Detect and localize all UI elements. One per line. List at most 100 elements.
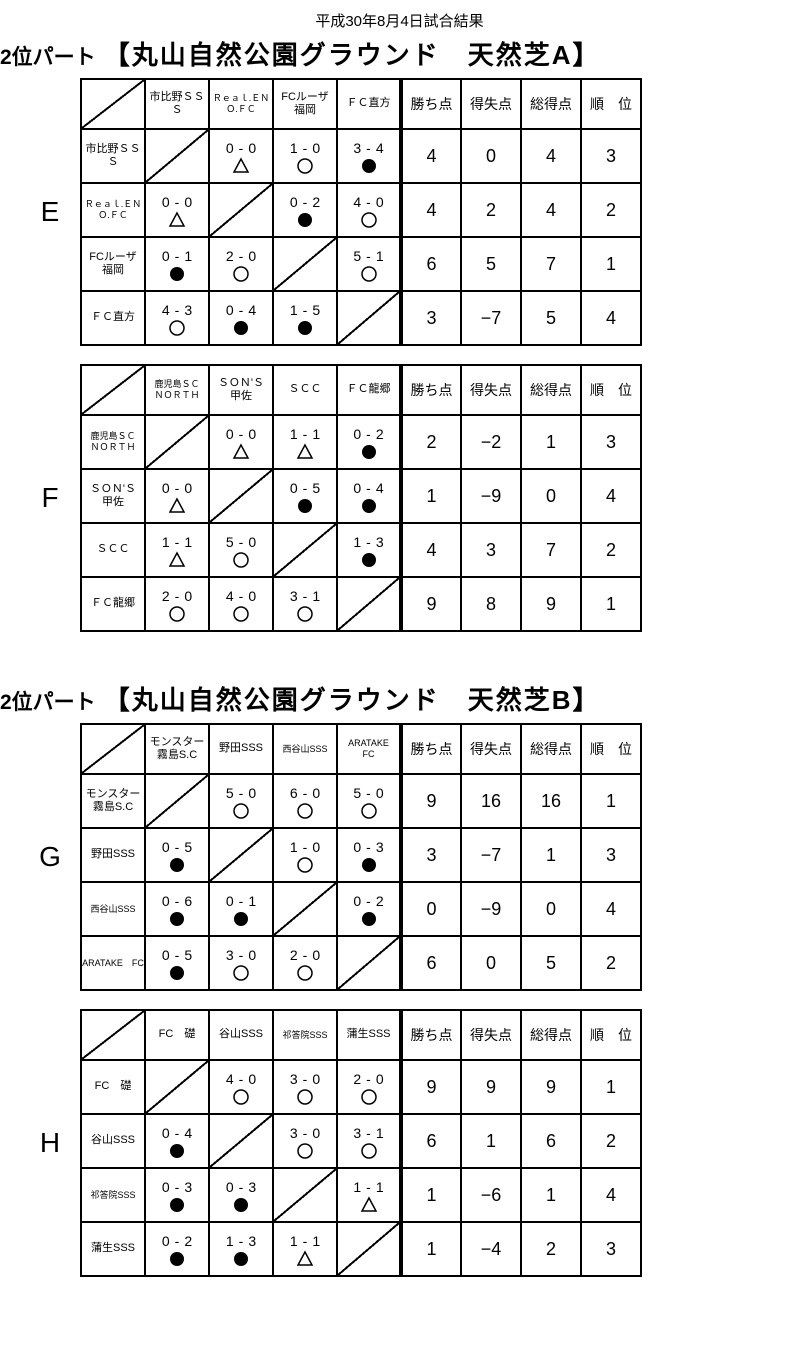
match-cell: 1-0 [273, 129, 337, 183]
match-cell: 0-1 [209, 882, 273, 936]
stat-cell: 0 [521, 882, 581, 936]
corner-cell [81, 79, 145, 129]
stat-cell: 3 [461, 523, 521, 577]
score: 0-3 [210, 1176, 272, 1195]
team-header: 市比野ＳＳＳ [145, 79, 209, 129]
stat-cell: 2 [581, 523, 641, 577]
match-cell: 0-2 [337, 415, 401, 469]
stat-cell: −9 [461, 469, 521, 523]
score: 0-5 [146, 836, 208, 855]
match-cell: 0-4 [337, 469, 401, 523]
match-cell: 0-5 [273, 469, 337, 523]
row-header: 鹿児島ＳＣＮＯＲＴＨ [81, 415, 145, 469]
result-mark-lose [146, 964, 208, 982]
stat-cell: 7 [521, 523, 581, 577]
group-F: F鹿児島ＳＣＮＯＲＴＨＳＯＮ'Ｓ甲佐ＳＣＣＦＣ龍郷勝ち点得失点総得点順 位鹿児島… [0, 364, 799, 632]
match-cell: 0-5 [145, 936, 209, 990]
result-mark-win [274, 157, 336, 175]
row-header: FC 礎 [81, 1060, 145, 1114]
stat-cell: 1 [581, 774, 641, 828]
result-mark-lose [274, 211, 336, 229]
score: 4-3 [146, 299, 208, 318]
stat-cell: −2 [461, 415, 521, 469]
team-header: ＦＣ龍郷 [337, 365, 401, 415]
team-header: 谷山SSS [209, 1010, 273, 1060]
stat-header: 順 位 [581, 79, 641, 129]
stat-cell: 1 [521, 828, 581, 882]
corner-cell [81, 724, 145, 774]
stat-cell: 4 [401, 523, 461, 577]
stat-cell: 1 [521, 1168, 581, 1222]
score: 0-1 [210, 890, 272, 909]
stat-header: 得失点 [461, 365, 521, 415]
diag-cell [209, 1114, 273, 1168]
result-mark-win [274, 856, 336, 874]
result-mark-win [210, 605, 272, 623]
stat-cell: 6 [401, 1114, 461, 1168]
score: 1-1 [274, 423, 336, 442]
result-mark-tri [274, 1250, 336, 1268]
stat-cell: 1 [581, 1060, 641, 1114]
match-cell: 4-0 [209, 1060, 273, 1114]
result-mark-lose [338, 910, 399, 928]
diag-cell [145, 415, 209, 469]
score: 0-4 [338, 477, 399, 496]
stat-cell: 3 [401, 291, 461, 345]
group-H: HFC 礎谷山SSS祁答院SSS蒲生SSS勝ち点得失点総得点順 位FC 礎4-0… [0, 1009, 799, 1277]
score: 1-3 [338, 531, 399, 550]
result-mark-win [210, 964, 272, 982]
match-cell: 0-0 [209, 415, 273, 469]
score: 3-0 [274, 1068, 336, 1087]
stat-cell: 4 [581, 882, 641, 936]
match-cell: 0-3 [145, 1168, 209, 1222]
result-mark-win [338, 802, 399, 820]
match-cell: 2-0 [209, 237, 273, 291]
result-mark-lose [146, 1250, 208, 1268]
match-cell: 1-0 [273, 828, 337, 882]
row-header: FCルーザ福岡 [81, 237, 145, 291]
stat-header: 勝ち点 [401, 1010, 461, 1060]
result-mark-win [274, 964, 336, 982]
match-cell: 2-0 [273, 936, 337, 990]
score: 4-0 [210, 1068, 272, 1087]
part-label-b: 2位パート [0, 686, 96, 716]
stat-header: 総得点 [521, 1010, 581, 1060]
group-E: E市比野ＳＳＳＲｅａｌ.ＥＮＯ.ＦＣFCルーザ福岡ＦＣ直方勝ち点得失点総得点順 … [0, 78, 799, 346]
score: 1-0 [274, 836, 336, 855]
match-cell: 0-4 [145, 1114, 209, 1168]
stat-cell: 3 [401, 828, 461, 882]
result-mark-lose [338, 497, 399, 515]
diag-cell [145, 129, 209, 183]
score: 0-1 [146, 245, 208, 264]
result-mark-win [146, 319, 208, 337]
corner-cell [81, 365, 145, 415]
stat-cell: 2 [461, 183, 521, 237]
match-cell: 3-1 [337, 1114, 401, 1168]
match-cell: 0-4 [209, 291, 273, 345]
stat-cell: 1 [401, 469, 461, 523]
team-header: ＦＣ直方 [337, 79, 401, 129]
stat-cell: 1 [461, 1114, 521, 1168]
stat-cell: 4 [581, 469, 641, 523]
match-cell: 3-0 [209, 936, 273, 990]
team-header: Ｒｅａｌ.ＥＮＯ.ＦＣ [209, 79, 273, 129]
score: 0-5 [274, 477, 336, 496]
score: 6-0 [274, 782, 336, 801]
match-cell: 1-1 [273, 415, 337, 469]
stat-cell: 0 [401, 882, 461, 936]
stat-cell: 16 [521, 774, 581, 828]
team-header: 西谷山SSS [273, 724, 337, 774]
stat-cell: 5 [521, 936, 581, 990]
match-cell: 0-3 [337, 828, 401, 882]
match-cell: 0-3 [209, 1168, 273, 1222]
score: 0-2 [338, 423, 399, 442]
row-header: ＦＣ直方 [81, 291, 145, 345]
match-cell: 0-2 [273, 183, 337, 237]
result-mark-tri [210, 157, 272, 175]
match-cell: 4-3 [145, 291, 209, 345]
result-mark-win [338, 1088, 399, 1106]
team-header: 蒲生SSS [337, 1010, 401, 1060]
stat-cell: 2 [581, 1114, 641, 1168]
diag-cell [209, 469, 273, 523]
team-header: FCルーザ福岡 [273, 79, 337, 129]
